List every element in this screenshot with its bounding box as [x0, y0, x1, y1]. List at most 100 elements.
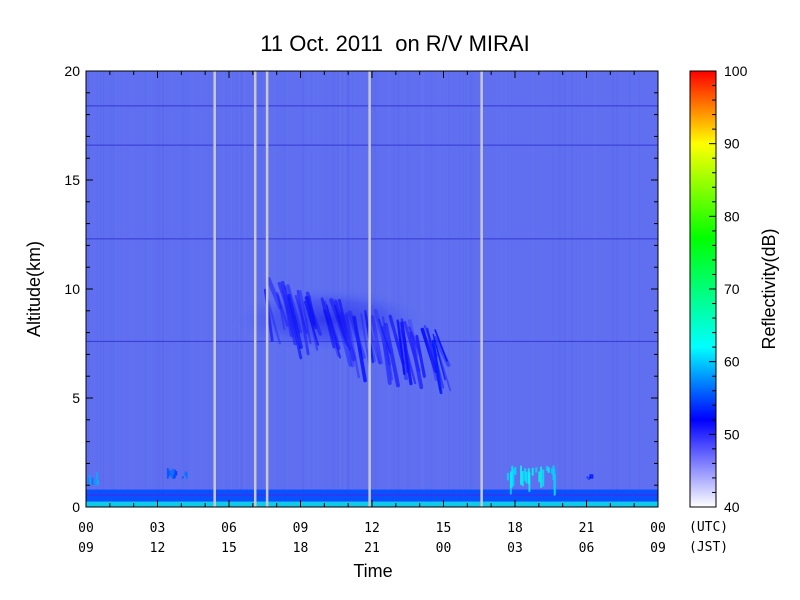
- x-tick-label-jst: 00: [436, 541, 452, 556]
- x-axis: 00 09 03 12 06 15 09 18 12 21 15 00 18 03 21 06 00 09: [78, 71, 666, 556]
- x-tick-label-jst: 03: [507, 541, 523, 556]
- noise-streak: [595, 71, 597, 507]
- noise-streak: [231, 71, 233, 507]
- noise-streak: [629, 71, 630, 507]
- y-tick-label: 5: [72, 390, 80, 406]
- noise-streak: [157, 71, 159, 507]
- noise-streak: [532, 71, 534, 507]
- noise-streak: [93, 71, 95, 507]
- noise-streak: [191, 71, 193, 507]
- plot-background: [86, 71, 658, 507]
- noise-streak: [363, 71, 365, 507]
- cloud-echo-streak: [415, 334, 426, 378]
- noise-streak: [130, 71, 132, 507]
- noise-streak: [566, 71, 569, 507]
- noise-streak: [100, 71, 101, 507]
- x-tick-label-utc: 00: [78, 521, 94, 536]
- noise-streak: [571, 71, 573, 507]
- noise-streak: [629, 71, 630, 507]
- noise-streak: [393, 71, 395, 507]
- noise-streak: [97, 71, 98, 507]
- noise-streak: [538, 71, 539, 507]
- cloud-echo-streak: [426, 339, 438, 381]
- x-tick-label-jst: 12: [150, 541, 166, 556]
- noise-streak: [388, 71, 390, 507]
- x-tick-label-jst: 06: [579, 541, 595, 556]
- noise-streak: [638, 71, 640, 507]
- noise-streak: [594, 71, 595, 507]
- noise-streak: [462, 71, 464, 507]
- noise-streak: [132, 71, 134, 507]
- noise-streak: [287, 71, 289, 507]
- noise-streak: [560, 71, 562, 507]
- noise-streak: [393, 71, 394, 507]
- noise-streak: [238, 71, 241, 507]
- noise-streak: [404, 71, 406, 507]
- noise-streak: [464, 71, 466, 507]
- x-axis-label: Time: [353, 561, 392, 581]
- colorbar-tick-label: 90: [724, 136, 740, 152]
- x-tick-label-jst: 18: [293, 541, 309, 556]
- noise-streak: [260, 71, 263, 507]
- noise-streak: [551, 71, 554, 507]
- noise-streak: [244, 71, 246, 507]
- x-tick-label-utc: 06: [221, 521, 237, 536]
- noise-streak: [258, 71, 260, 507]
- noise-streak: [222, 71, 224, 507]
- x-tick-label-jst: 15: [221, 541, 237, 556]
- noise-streak: [489, 71, 490, 507]
- noise-streak: [430, 71, 432, 507]
- noise-streak: [403, 71, 404, 507]
- x-tick-label-utc: 09: [293, 521, 309, 536]
- noise-streak: [388, 71, 390, 507]
- noise-streak: [440, 71, 442, 507]
- noise-streak: [435, 71, 436, 507]
- noise-streak: [459, 71, 461, 507]
- noise-streak: [634, 71, 636, 507]
- chart-title: 11 Oct. 2011 on R/V MIRAI: [260, 31, 529, 56]
- jst-label: (JST): [689, 540, 728, 555]
- noise-streak: [423, 71, 425, 507]
- y-tick-label: 15: [64, 172, 80, 188]
- y-axis-label: Altitude(km): [24, 241, 44, 337]
- noise-streak: [437, 71, 439, 507]
- noise-streak: [370, 71, 372, 507]
- noise-streak: [292, 71, 293, 507]
- noise-streak: [632, 71, 634, 507]
- noise-streak: [275, 71, 276, 507]
- noise-streak: [183, 71, 185, 507]
- noise-streak: [237, 71, 238, 507]
- noise-streak: [170, 71, 172, 507]
- noise-streak: [147, 71, 149, 507]
- noise-streak: [563, 71, 566, 507]
- cloud-echo-streak: [420, 327, 438, 374]
- y-tick-label: 0: [72, 499, 80, 515]
- noise-streak: [110, 71, 113, 507]
- noise-streak: [446, 71, 448, 507]
- cloud-echo-streak: [434, 329, 448, 362]
- y-axis: 0 5 10 15 20: [64, 63, 658, 515]
- noise-streak: [373, 71, 375, 507]
- noise-streak: [118, 71, 120, 507]
- noise-streak: [150, 71, 152, 507]
- noise-streak: [496, 71, 498, 507]
- noise-streak: [102, 71, 104, 507]
- noise-streak: [183, 71, 186, 507]
- x-tick-label-utc: 21: [579, 521, 595, 536]
- x-tick-label-utc: 00: [650, 521, 666, 536]
- cloud-echo-streak: [433, 336, 451, 367]
- noise-streak: [504, 71, 506, 507]
- x-tick-label-utc: 03: [150, 521, 166, 536]
- noise-streak: [460, 71, 461, 507]
- noise-streak: [145, 71, 147, 507]
- noise-streak: [113, 71, 115, 507]
- noise-streak: [200, 71, 202, 507]
- x-tick-label-jst: 09: [78, 541, 94, 556]
- noise-streak: [155, 71, 157, 507]
- noise-streak: [639, 71, 642, 507]
- noise-streak: [421, 71, 423, 507]
- noise-streak: [447, 71, 449, 507]
- noise-streak: [115, 71, 117, 507]
- noise-streak: [192, 71, 194, 507]
- noise-streak: [616, 71, 618, 507]
